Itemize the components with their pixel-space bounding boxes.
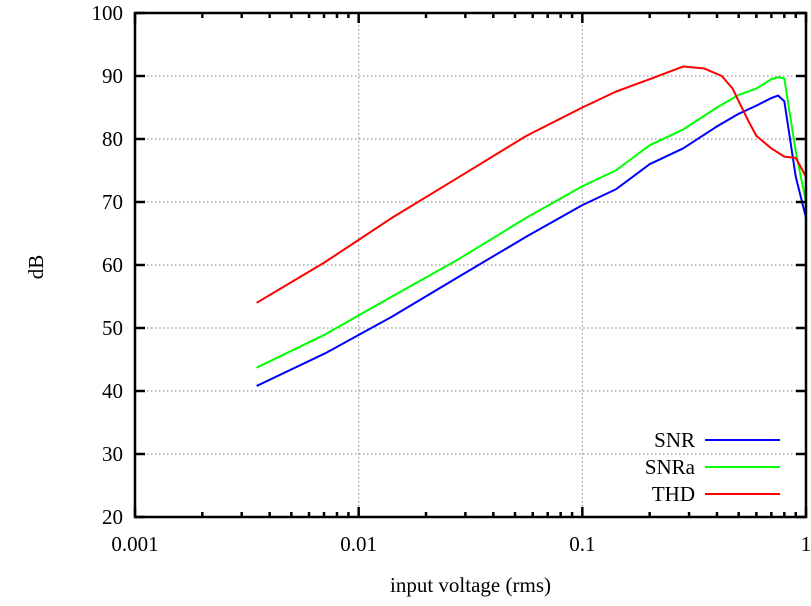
- y-tick-label: 60: [102, 253, 123, 277]
- x-tick-label: 0.001: [111, 532, 158, 556]
- y-tick-label: 80: [102, 127, 123, 151]
- y-tick-label: 30: [102, 442, 123, 466]
- legend: SNR SNRa THD: [645, 428, 780, 506]
- x-tick-label: 1: [801, 532, 811, 556]
- tick-labels: 20 30 40 50 60 70 80 90 100 0.001 0.01 0.1 1: [92, 1, 811, 556]
- y-tick-label: 20: [102, 505, 123, 529]
- series-line-thd: [256, 65, 807, 304]
- series-line-snr: [256, 94, 807, 387]
- axis-ticks: [133, 11, 808, 519]
- legend-label-thd: THD: [652, 482, 695, 506]
- x-axis-label: input voltage (rms): [390, 573, 551, 597]
- y-tick-label: 40: [102, 379, 123, 403]
- y-tick-label: 90: [102, 64, 123, 88]
- legend-label-snra: SNRa: [645, 455, 696, 479]
- legend-label-snr: SNR: [654, 428, 695, 452]
- series-line-snra: [256, 76, 807, 369]
- y-tick-label: 50: [102, 316, 123, 340]
- grid-lines: [135, 13, 806, 517]
- y-tick-label: 100: [92, 1, 124, 25]
- series-lines: [256, 65, 807, 387]
- x-tick-label: 0.01: [340, 532, 377, 556]
- y-tick-label: 70: [102, 190, 123, 214]
- y-axis-label: dB: [24, 255, 48, 280]
- x-tick-label: 0.1: [569, 532, 595, 556]
